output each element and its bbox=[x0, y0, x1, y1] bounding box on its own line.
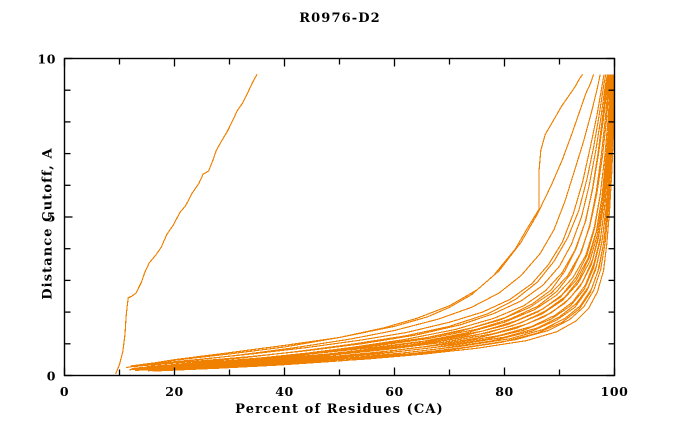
series-line bbox=[131, 74, 607, 370]
series-line bbox=[130, 74, 595, 367]
series-line bbox=[137, 74, 613, 371]
series-line bbox=[148, 74, 616, 372]
series-line bbox=[135, 74, 605, 366]
x-tick-label: 0 bbox=[59, 383, 70, 399]
y-tick-label: 0 bbox=[46, 368, 56, 383]
series-line bbox=[168, 74, 616, 370]
series-line bbox=[126, 74, 584, 369]
series-line bbox=[152, 74, 614, 368]
y-tick-label: 10 bbox=[37, 51, 56, 66]
axes-group bbox=[63, 57, 616, 377]
series-line bbox=[152, 74, 616, 372]
series-line bbox=[157, 74, 615, 369]
series-line bbox=[115, 74, 258, 375]
series-line bbox=[138, 74, 608, 367]
y-tick-label: 5 bbox=[46, 209, 56, 225]
chart-title: R0976-D2 bbox=[299, 11, 381, 26]
x-axis-title: Percent of Residues (CA) bbox=[235, 402, 444, 417]
x-tick-label: 40 bbox=[275, 383, 294, 399]
series-line bbox=[149, 74, 614, 369]
series-line bbox=[133, 74, 601, 368]
x-tick-label: 100 bbox=[600, 383, 629, 399]
y-axis-title: Distance Cutoff, A bbox=[40, 147, 56, 300]
x-tick-label: 20 bbox=[165, 383, 184, 399]
series-line bbox=[129, 74, 611, 371]
series-line bbox=[142, 74, 614, 370]
plot-frame bbox=[63, 57, 616, 377]
x-tick-label: 60 bbox=[385, 383, 404, 399]
x-tick-label: 80 bbox=[495, 383, 514, 399]
series-group bbox=[115, 74, 616, 375]
series-line bbox=[133, 74, 612, 370]
